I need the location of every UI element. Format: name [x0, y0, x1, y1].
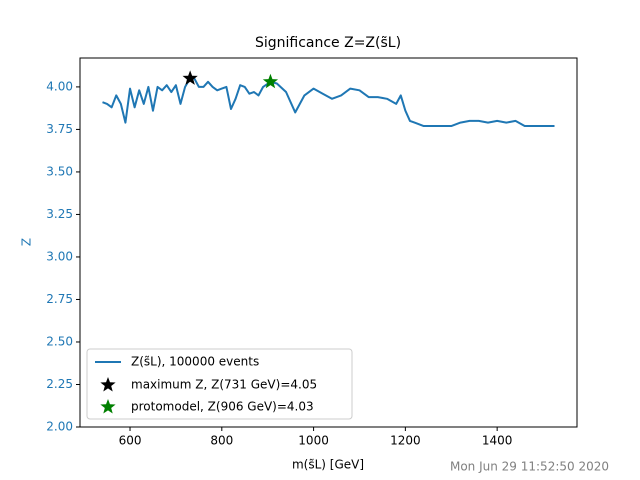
legend-label: protomodel, Z(906 GeV)=4.03	[131, 400, 314, 414]
data-line	[102, 77, 555, 128]
y-tick-label: 3.00	[46, 249, 73, 263]
y-tick-label: 4.00	[46, 79, 73, 93]
legend-label: maximum Z, Z(731 GeV)=4.05	[131, 378, 317, 392]
y-tick-label: 3.25	[46, 207, 73, 221]
y-axis-label: Z	[20, 238, 34, 246]
x-tick-label: 1000	[298, 434, 329, 448]
x-tick-label: 1200	[390, 434, 421, 448]
star-marker	[262, 73, 279, 89]
legend-swatch	[100, 377, 116, 392]
y-tick-label: 3.75	[46, 122, 73, 136]
legend-swatch	[100, 399, 116, 414]
plot-frame	[79, 57, 578, 428]
timestamp: Mon Jun 29 11:52:50 2020	[450, 460, 609, 474]
x-tick-label: 1400	[482, 434, 513, 448]
y-tick-label: 2.25	[46, 377, 73, 391]
y-tick-label: 3.50	[46, 164, 73, 178]
star-marker	[182, 70, 198, 85]
x-tick-label: 800	[210, 434, 233, 448]
y-tick-label: 2.00	[46, 420, 73, 434]
x-axis-label: m(s̃L) [GeV]	[292, 458, 364, 472]
y-tick-label: 2.50	[46, 334, 73, 348]
legend-label: Z(s̃L), 100000 events	[131, 355, 259, 369]
y-tick-label: 2.75	[46, 292, 73, 306]
legend-box	[86, 348, 353, 420]
chart-title: Significance Z=Z(s̃L)	[255, 35, 401, 51]
x-tick-label: 600	[119, 434, 142, 448]
